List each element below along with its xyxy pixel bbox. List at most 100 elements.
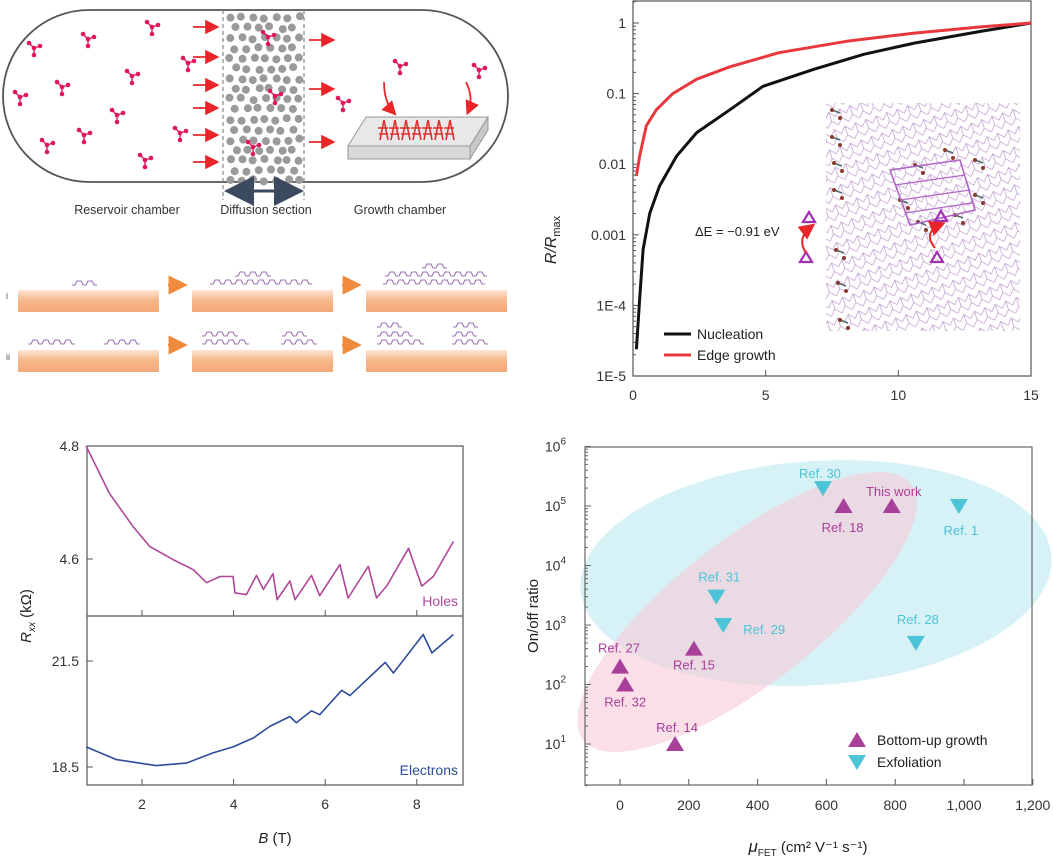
- series-label-electrons: Electrons: [400, 762, 458, 778]
- packing-bead: [295, 12, 304, 21]
- packing-bead: [230, 167, 239, 176]
- adatom-cluster: [933, 208, 949, 223]
- point-label: Ref. 31: [698, 570, 740, 585]
- x-tick-label: 200: [677, 797, 701, 813]
- packing-bead: [289, 125, 298, 134]
- packing-bead: [287, 145, 296, 154]
- growth-substrate: [347, 115, 489, 161]
- point-label: Ref. 30: [799, 466, 841, 481]
- packing-bead: [294, 53, 303, 62]
- packing-bead: [271, 116, 280, 125]
- packing-bead: [255, 84, 264, 93]
- 2d-layer: [385, 271, 487, 277]
- packing-bead: [254, 43, 263, 52]
- packing-bead: [230, 104, 239, 113]
- flow-arrows: [193, 19, 336, 170]
- packing-bead: [282, 114, 291, 123]
- x-tick-label: 0: [616, 797, 624, 813]
- 2d-layer: [28, 339, 75, 345]
- packing-bead: [295, 75, 304, 84]
- packing-bead: [241, 85, 250, 94]
- 2d-layer: [235, 271, 271, 277]
- x-tick-label: 400: [746, 797, 770, 813]
- packing-bead: [259, 14, 268, 23]
- reservoir-chamber-label: Reservoir chamber: [74, 203, 180, 217]
- packing-bead: [254, 126, 263, 135]
- 2d-layer: [281, 339, 317, 345]
- data-point: [611, 658, 629, 674]
- series-line-edge-growth: [634, 21, 1032, 177]
- 2d-layer: [282, 331, 307, 337]
- on-off-vs-mobility-chart: On/off ratio μFET (cm² V⁻¹ s⁻¹) 0 200 400 6…: [525, 437, 1052, 859]
- packing-bead: [232, 146, 241, 155]
- packing-bead: [248, 175, 257, 184]
- packing-bead: [249, 136, 258, 145]
- 2d-layer: [104, 339, 140, 345]
- y-axis-label: On/off ratio: [525, 579, 542, 653]
- deposition-arrow-left: [381, 81, 397, 116]
- 2d-layer: [452, 339, 488, 345]
- packing-bead: [238, 155, 247, 164]
- 2d-layer: [377, 322, 402, 328]
- x-axis-label: B (T): [258, 830, 291, 847]
- packing-bead: [255, 146, 264, 155]
- packing-bead: [272, 55, 281, 64]
- 2d-layer: [202, 339, 249, 345]
- point-label: Ref. 27: [598, 641, 640, 656]
- data-point: [834, 498, 853, 513]
- x-tick-label: 6: [321, 796, 329, 812]
- growth-rate-chart: ΔE = −0.91 eV R/Rmax 1 0.1 0.01 0.001 1E-4 1E…: [543, 0, 1039, 403]
- packing-bead: [239, 135, 248, 144]
- y-tick-label: 18.5: [52, 759, 79, 775]
- packing-bead: [295, 134, 304, 143]
- packing-bead: [226, 137, 235, 146]
- y-tick-label: 104: [545, 556, 567, 574]
- packing-bead: [243, 145, 252, 154]
- packing-bead: [272, 137, 281, 146]
- packing-bead: [254, 166, 263, 175]
- precursor-molecule: [471, 62, 488, 80]
- packing-bead: [282, 76, 291, 85]
- precursor-molecule: [26, 40, 43, 58]
- y-tick-label: 102: [545, 675, 567, 693]
- y-tick-label: 0.1: [607, 86, 627, 102]
- x-tick-label: 5: [762, 387, 770, 403]
- series-line-holes: [85, 445, 455, 601]
- packing-bead: [249, 13, 258, 22]
- packing-bead: [295, 33, 304, 42]
- crystal: [422, 119, 433, 141]
- packing-bead: [289, 63, 298, 72]
- packing-bead: [237, 176, 246, 185]
- y-axis-label: Rxx (kΩ): [18, 589, 38, 643]
- packing-bead: [255, 65, 264, 74]
- legend-label: Exfoliation: [877, 754, 942, 770]
- precursor-molecule: [267, 88, 284, 106]
- packing-bead: [283, 14, 292, 23]
- 2d-layer: [383, 279, 485, 285]
- x-tick-label: 4: [230, 796, 238, 812]
- substrate: [366, 350, 507, 372]
- packing-bead: [282, 34, 291, 43]
- packing-bead: [266, 125, 275, 134]
- data-point: [707, 589, 726, 605]
- crystal: [389, 119, 400, 141]
- packing-bead: [242, 65, 251, 74]
- packing-bead: [250, 115, 259, 124]
- packing-bead: [226, 155, 235, 164]
- 2d-layer: [377, 331, 413, 337]
- y-tick-label: 1E-5: [596, 368, 626, 384]
- row-label-i: i: [6, 291, 8, 301]
- deposition-arrow-right: [465, 81, 479, 116]
- annotation-arrow-right: [927, 221, 946, 249]
- packing-bead: [266, 104, 275, 113]
- cvd-schematic: Reservoir chamber Diffusion section Grow…: [2, 9, 509, 217]
- packing-bead: [260, 115, 269, 124]
- substrate: [192, 350, 333, 372]
- 2d-layer: [453, 322, 478, 328]
- packing-bead: [259, 74, 268, 83]
- 2d-layer: [202, 331, 238, 337]
- growth-chamber-label: Growth chamber: [354, 203, 446, 217]
- packing-bead: [230, 45, 239, 54]
- series-line-electrons: [85, 633, 454, 767]
